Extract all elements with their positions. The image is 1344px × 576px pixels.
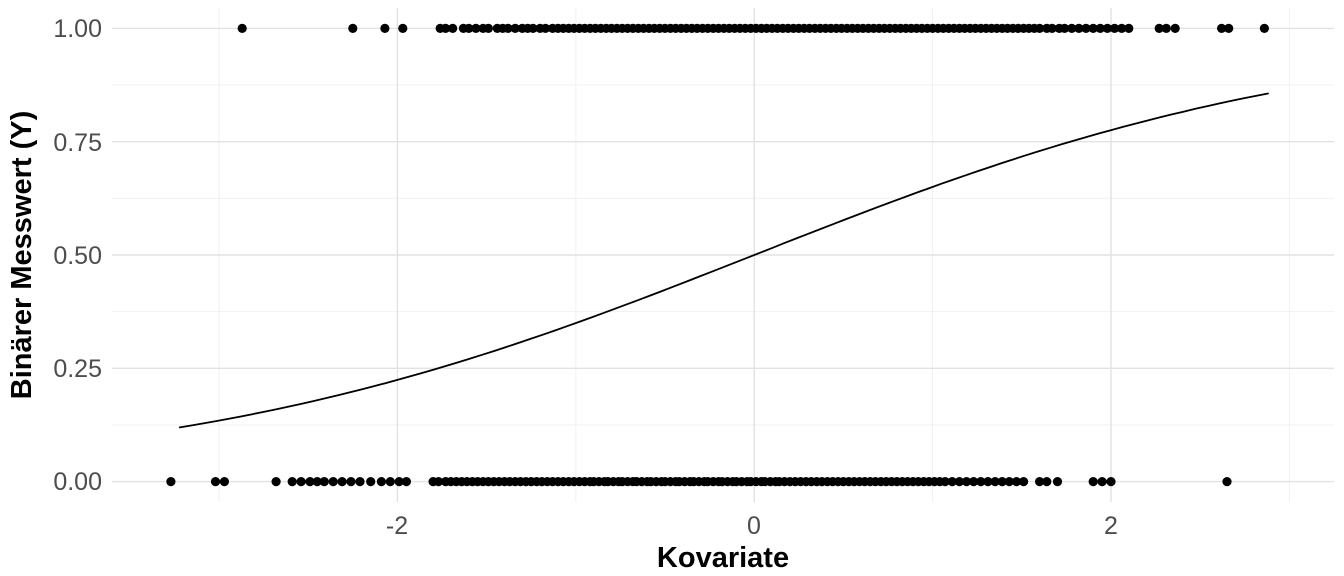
x-tick-label-0: 0 bbox=[747, 512, 761, 540]
data-point bbox=[398, 23, 408, 33]
data-point bbox=[1035, 477, 1045, 487]
logistic-fit-curve bbox=[178, 92, 1269, 429]
y-axis-title: Binärer Messwert (Y) bbox=[6, 111, 38, 400]
data-point bbox=[271, 477, 281, 487]
major-gridlines bbox=[112, 8, 1334, 502]
y-tick-label-0.25: 0.25 bbox=[53, 355, 102, 383]
data-point bbox=[1060, 23, 1070, 33]
data-point bbox=[1124, 23, 1134, 33]
data-point bbox=[1097, 477, 1107, 487]
data-point bbox=[219, 477, 229, 487]
y-tick-label-0.75: 0.75 bbox=[53, 129, 102, 157]
data-points-layer bbox=[166, 23, 1269, 487]
data-point bbox=[1224, 23, 1234, 33]
data-point bbox=[448, 23, 458, 33]
data-point bbox=[540, 23, 551, 33]
data-point bbox=[1102, 23, 1112, 33]
y-axis-tick-labels: 0.00 0.25 0.50 0.75 1.00 bbox=[53, 15, 102, 496]
data-point bbox=[1047, 23, 1057, 33]
data-point bbox=[328, 477, 338, 487]
data-point bbox=[401, 477, 411, 487]
data-point bbox=[528, 23, 538, 33]
data-point bbox=[976, 477, 986, 487]
data-point bbox=[1095, 23, 1105, 33]
data-point bbox=[312, 477, 322, 487]
data-point bbox=[380, 23, 390, 33]
data-point bbox=[947, 477, 957, 487]
data-point bbox=[385, 477, 395, 487]
data-point bbox=[296, 477, 306, 487]
data-point bbox=[1217, 23, 1227, 33]
data-point bbox=[355, 477, 365, 487]
x-tick-label-minus2: -2 bbox=[386, 512, 408, 540]
data-point bbox=[210, 477, 221, 487]
data-point bbox=[1088, 23, 1098, 33]
x-tick-label-2: 2 bbox=[1104, 512, 1118, 540]
data-point bbox=[1117, 23, 1127, 33]
data-point bbox=[1052, 477, 1063, 487]
data-point bbox=[1074, 23, 1084, 33]
data-point bbox=[1110, 23, 1120, 33]
y-tick-label-0.00: 0.00 bbox=[53, 468, 102, 496]
data-point bbox=[319, 477, 329, 487]
data-point bbox=[166, 477, 176, 487]
data-point bbox=[1067, 23, 1077, 33]
data-point bbox=[1259, 23, 1269, 33]
data-point bbox=[433, 477, 444, 487]
data-point bbox=[954, 477, 965, 487]
data-point bbox=[1035, 23, 1045, 33]
x-axis-title: Kovariate bbox=[657, 542, 789, 574]
data-point bbox=[1011, 477, 1022, 487]
fit-curve-layer bbox=[178, 92, 1269, 429]
data-point bbox=[287, 477, 297, 487]
data-point bbox=[510, 23, 520, 33]
y-tick-label-0.50: 0.50 bbox=[53, 242, 102, 270]
data-point bbox=[961, 477, 972, 487]
data-point bbox=[1161, 23, 1171, 33]
data-point bbox=[1081, 23, 1091, 33]
data-point bbox=[441, 23, 451, 33]
data-point bbox=[1042, 477, 1052, 487]
data-point bbox=[394, 477, 404, 487]
data-point bbox=[237, 23, 247, 33]
data-point bbox=[366, 477, 376, 487]
data-point bbox=[1222, 477, 1232, 487]
data-point bbox=[305, 477, 315, 487]
data-point bbox=[997, 477, 1007, 487]
data-point bbox=[1004, 477, 1014, 487]
data-point bbox=[346, 477, 356, 487]
data-point bbox=[983, 477, 993, 487]
data-point bbox=[940, 477, 950, 487]
data-point bbox=[1154, 23, 1164, 33]
data-point bbox=[483, 23, 493, 33]
data-point bbox=[1088, 477, 1098, 487]
data-point bbox=[1019, 477, 1029, 487]
data-point bbox=[969, 477, 979, 487]
data-point bbox=[376, 477, 386, 487]
data-point bbox=[503, 23, 513, 33]
data-point bbox=[337, 477, 347, 487]
x-axis-tick-labels: -2 0 2 bbox=[386, 512, 1118, 540]
data-point bbox=[1170, 23, 1180, 33]
data-point bbox=[990, 477, 1000, 487]
data-point bbox=[348, 23, 358, 33]
data-point bbox=[1106, 477, 1116, 487]
y-tick-label-1.00: 1.00 bbox=[53, 15, 102, 43]
data-point bbox=[471, 23, 481, 33]
data-point bbox=[464, 23, 474, 33]
